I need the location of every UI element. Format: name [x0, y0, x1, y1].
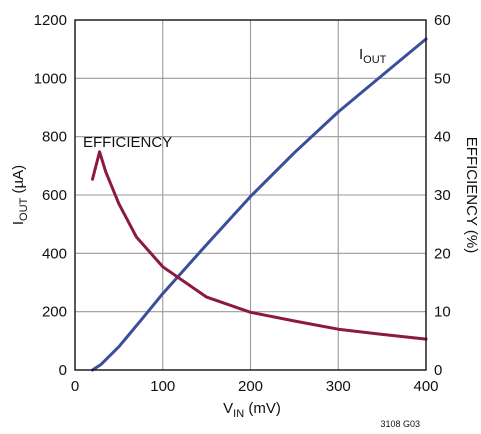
x-axis-title: VIN (mV) [223, 400, 281, 420]
series-label-efficiency: EFFICIENCY [83, 134, 172, 151]
x-tick-label: 200 [238, 378, 263, 395]
plot-frame [74, 19, 427, 371]
y-right-tick-label: 40 [434, 129, 451, 146]
series-line-efficiency [91, 150, 428, 341]
y-left-tick-label: 800 [42, 129, 67, 146]
series-lines [91, 37, 428, 372]
series-line-iout [91, 37, 428, 372]
x-tick-labels: 0 100 200 300 400 [71, 378, 439, 395]
x-tick-label: 300 [326, 378, 351, 395]
y-left-tick-label: 1000 [34, 70, 67, 87]
series-label-iout: IOUT [359, 46, 387, 66]
y-left-tick-label: 400 [42, 245, 67, 262]
y-right-tick-label: 0 [434, 362, 442, 379]
y-left-tick-label: 600 [42, 187, 67, 204]
x-tick-label: 0 [71, 378, 79, 395]
x-tick-label: 100 [150, 378, 175, 395]
y-right-tick-label: 50 [434, 70, 451, 87]
y-right-tick-label: 30 [434, 187, 451, 204]
y-right-axis-title: EFFICIENCY (%) [463, 137, 480, 253]
y-left-tick-label: 0 [59, 362, 67, 379]
y-right-tick-label: 20 [434, 245, 451, 262]
y-left-tick-label: 200 [42, 304, 67, 321]
x-tick-label: 400 [413, 378, 438, 395]
y-left-tick-labels: 0 200 400 600 800 1000 1200 [34, 12, 67, 379]
y-left-axis-title: IOUT (µA) [10, 165, 30, 225]
figure-id: 3108 G03 [380, 419, 420, 429]
y-left-tick-label: 1200 [34, 12, 67, 29]
y-right-tick-labels: 0 10 20 30 40 50 60 [434, 12, 451, 379]
y-right-tick-label: 60 [434, 12, 451, 29]
y-right-tick-label: 10 [434, 304, 451, 321]
